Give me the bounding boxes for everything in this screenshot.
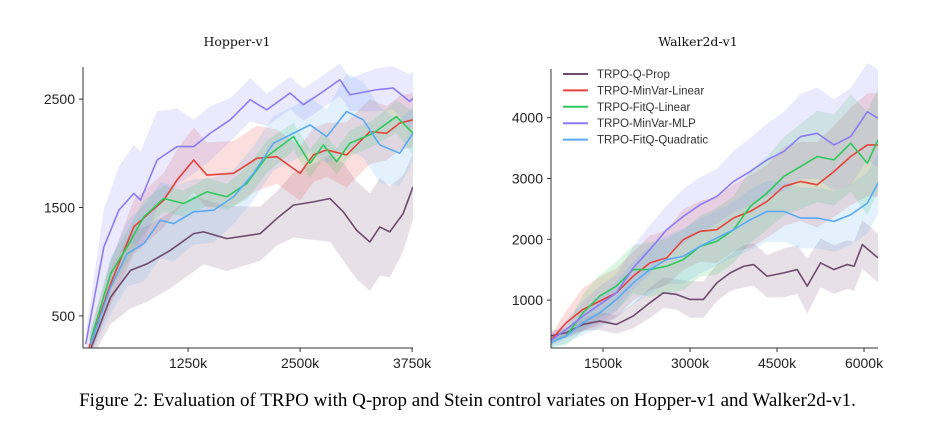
confidence-band-0 bbox=[551, 220, 878, 341]
confidence-band-0 bbox=[90, 154, 413, 348]
y-tick-label: 1000 bbox=[512, 292, 543, 308]
series-line-1 bbox=[551, 144, 878, 342]
legend-label: TRPO-MinVar-Linear bbox=[597, 85, 704, 97]
series-line-2 bbox=[551, 139, 878, 344]
confidence-band-4 bbox=[90, 73, 413, 348]
chart-title: Hopper-v1 bbox=[203, 34, 270, 49]
y-tick-label: 1500 bbox=[44, 200, 75, 216]
legend-label: TRPO-Q-Prop bbox=[597, 69, 670, 81]
y-tick-label: 4000 bbox=[512, 110, 543, 126]
confidence-band-2 bbox=[90, 100, 413, 348]
x-tick-label: 3750k bbox=[393, 355, 432, 371]
series-line-3 bbox=[551, 110, 878, 342]
chart-title: Walker2d-v1 bbox=[658, 34, 737, 49]
x-tick-label: 1250k bbox=[169, 355, 208, 371]
x-tick-label: 6000k bbox=[845, 355, 884, 371]
confidence-band-3 bbox=[551, 63, 878, 346]
series-line-4 bbox=[551, 182, 878, 344]
y-tick-label: 500 bbox=[52, 308, 76, 324]
series-line-3 bbox=[84, 78, 413, 345]
x-tick-label: 1500k bbox=[584, 355, 623, 371]
chart-hopper: Hopper-v1 1250k 2500k 3750k 500 1500 2500 bbox=[44, 34, 432, 371]
y-tick-label: 2000 bbox=[512, 231, 543, 247]
confidence-band-4 bbox=[551, 152, 878, 348]
figure-caption: Figure 2: Evaluation of TRPO with Q-prop… bbox=[79, 390, 856, 411]
y-tick-label: 2500 bbox=[44, 91, 75, 107]
legend-label: TRPO-FitQ-Linear bbox=[597, 102, 690, 114]
series-line-1 bbox=[88, 119, 413, 348]
x-tick-label: 3000k bbox=[671, 355, 710, 371]
x-tick-label: 2500k bbox=[281, 355, 320, 371]
plot-area bbox=[84, 63, 413, 348]
y-tick-label: 3000 bbox=[512, 170, 543, 186]
series-line-2 bbox=[89, 115, 413, 341]
series-line-4 bbox=[89, 110, 413, 345]
plot-area bbox=[551, 63, 878, 348]
confidence-band-3 bbox=[85, 63, 413, 348]
series-line-0 bbox=[90, 186, 413, 348]
legend-label: TRPO-FitQ-Quadratic bbox=[597, 135, 708, 147]
series-line-0 bbox=[551, 243, 878, 337]
legend: TRPO-Q-Prop TRPO-MinVar-Linear TRPO-FitQ-L… bbox=[563, 69, 708, 147]
legend-label: TRPO-MinVar-MLP bbox=[597, 118, 696, 130]
chart-walker2d: Walker2d-v1 1500k 3000k 4500k 6000k 1000 2000… bbox=[512, 34, 884, 371]
x-tick-label: 4500k bbox=[758, 355, 797, 371]
